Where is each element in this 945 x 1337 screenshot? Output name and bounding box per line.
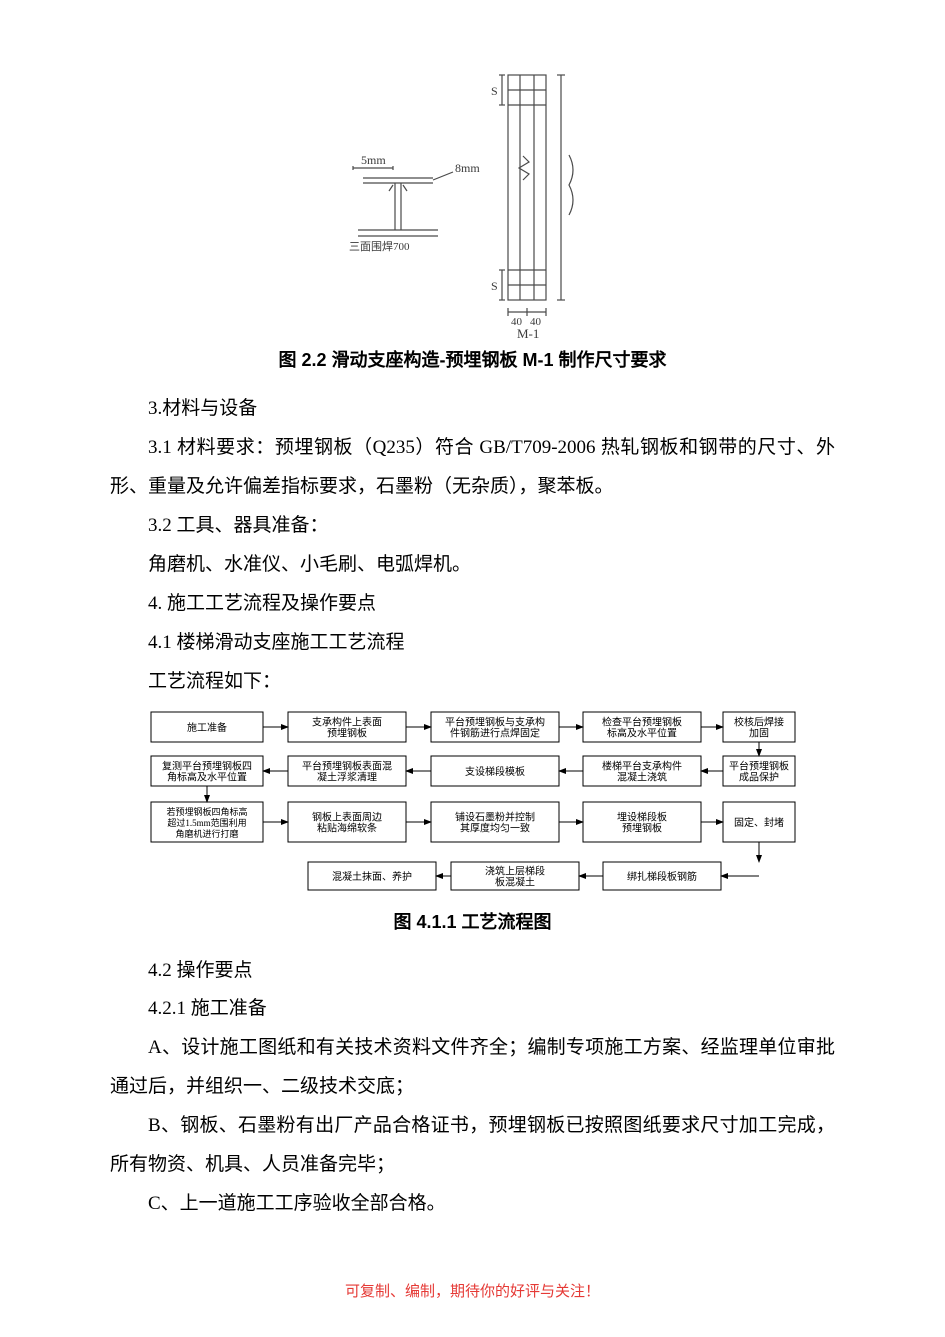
flow-r2-4: 平台预埋钢板成品保护	[723, 756, 795, 786]
svg-text:件钢筋进行点焊固定: 件钢筋进行点焊固定	[450, 726, 540, 739]
svg-text:浇筑上层梯段: 浇筑上层梯段	[485, 864, 545, 877]
section-4-2-1: 4.2.1 施工准备	[110, 990, 835, 1029]
svg-text:预埋钢板: 预埋钢板	[327, 726, 367, 739]
svg-text:检查平台预埋钢板: 检查平台预埋钢板	[602, 715, 682, 728]
right-section	[499, 75, 573, 316]
label-8mm: 8mm	[455, 161, 480, 175]
label-m1: M-1	[517, 326, 539, 340]
section-3-1: 3.1 材料要求：预埋钢板（Q235）符合 GB/T709-2006 热轧钢板和…	[110, 429, 835, 507]
svg-text:预埋钢板: 预埋钢板	[622, 821, 662, 834]
flow-r4-1: 浇筑上层梯段板混凝土	[451, 862, 579, 890]
svg-text:绑扎梯段板钢筋: 绑扎梯段板钢筋	[627, 870, 697, 883]
svg-text:若预埋钢板四角标高: 若预埋钢板四角标高	[166, 806, 247, 817]
flow-r4-0: 混凝土抹面、养护	[308, 862, 436, 890]
svg-text:钢板上表面周边: 钢板上表面周边	[312, 810, 382, 823]
left-section	[353, 166, 453, 236]
section-4: 4. 施工工艺流程及操作要点	[110, 585, 835, 624]
svg-text:楼梯平台支承构件: 楼梯平台支承构件	[602, 759, 682, 772]
flow-r3-0: 若预埋钢板四角标高超过1.5mm范围利用角磨机进行打磨	[151, 802, 263, 842]
label-top-s: S	[491, 84, 498, 98]
section-4-2: 4.2 操作要点	[110, 952, 835, 991]
document-page: 5mm 8mm 三面围焊700 S S 40 40 M-1 图 2.2 滑动支座…	[0, 0, 945, 1337]
svg-text:埋设梯段板: 埋设梯段板	[617, 810, 667, 823]
section-3-2: 3.2 工具、器具准备：	[110, 507, 835, 546]
svg-text:铺设石墨粉并控制: 铺设石墨粉并控制	[455, 810, 535, 823]
svg-text:板混凝土: 板混凝土	[495, 875, 535, 888]
flow-r1-0: 施工准备	[151, 712, 263, 742]
svg-text:标高及水平位置: 标高及水平位置	[607, 726, 677, 739]
flow-r1-1: 支承构件上表面预埋钢板	[288, 712, 406, 742]
page-footer: 可复制、编制，期待你的好评与关注！	[0, 1280, 945, 1301]
para-C: C、上一道施工工序验收全部合格。	[110, 1185, 835, 1224]
figure-2-2-svg: 5mm 8mm 三面围焊700 S S 40 40 M-1	[323, 60, 623, 340]
flow-r2-2: 支设梯段模板	[431, 756, 559, 786]
para-A: A、设计施工图纸和有关技术资料文件齐全；编制专项施工方案、经监理单位审批通过后，…	[110, 1029, 835, 1107]
label-bot-s: S	[491, 279, 498, 293]
flow-r3-4: 固定、封堵	[723, 802, 795, 842]
label-weld: 三面围焊700	[349, 239, 410, 253]
figure-2-2: 5mm 8mm 三面围焊700 S S 40 40 M-1	[110, 60, 835, 340]
svg-text:其厚度均匀一致: 其厚度均匀一致	[460, 821, 530, 834]
svg-text:复测平台预埋钢板四: 复测平台预埋钢板四	[162, 759, 252, 772]
svg-text:平台预埋钢板与支承构: 平台预埋钢板与支承构	[445, 715, 545, 728]
svg-text:平台预埋钢板表面混: 平台预埋钢板表面混	[302, 759, 392, 772]
section-4-1: 4.1 楼梯滑动支座施工工艺流程	[110, 624, 835, 663]
flow-r2-0: 复测平台预埋钢板四角标高及水平位置	[151, 756, 263, 786]
flow-r1-3: 检查平台预埋钢板标高及水平位置	[583, 712, 701, 742]
svg-text:粘贴海绵软条: 粘贴海绵软条	[317, 821, 377, 834]
svg-text:混凝土浇筑: 混凝土浇筑	[617, 770, 667, 783]
flow-r1-4: 校核后焊接加固	[723, 712, 795, 742]
figure-4-1-1-caption: 图 4.1.1 工艺流程图	[110, 908, 835, 934]
svg-text:施工准备: 施工准备	[187, 721, 227, 734]
label-5mm: 5mm	[361, 153, 386, 167]
flow-r3-2: 铺设石墨粉并控制其厚度均匀一致	[431, 802, 559, 842]
figure-2-2-caption: 图 2.2 滑动支座构造-预埋钢板 M-1 制作尺寸要求	[110, 346, 835, 372]
svg-text:超过1.5mm范围利用: 超过1.5mm范围利用	[167, 817, 246, 828]
svg-text:支承构件上表面: 支承构件上表面	[312, 715, 382, 728]
flow-r3-1: 钢板上表面周边粘贴海绵软条	[288, 802, 406, 842]
figure-4-1-1: 施工准备支承构件上表面预埋钢板平台预埋钢板与支承构件钢筋进行点焊固定检查平台预埋…	[110, 704, 835, 904]
section-3: 3.材料与设备	[110, 390, 835, 429]
flow-r3-3: 埋设梯段板预埋钢板	[583, 802, 701, 842]
svg-text:固定、封堵: 固定、封堵	[734, 816, 784, 829]
svg-text:平台预埋钢板: 平台预埋钢板	[729, 759, 789, 772]
svg-text:角标高及水平位置: 角标高及水平位置	[167, 770, 247, 783]
svg-text:混凝土抹面、养护: 混凝土抹面、养护	[332, 870, 412, 883]
flow-r1-2: 平台预埋钢板与支承构件钢筋进行点焊固定	[431, 712, 559, 742]
flowchart-svg: 施工准备支承构件上表面预埋钢板平台预埋钢板与支承构件钢筋进行点焊固定检查平台预埋…	[143, 704, 803, 904]
section-4-1-body: 工艺流程如下：	[110, 663, 835, 702]
svg-text:加固: 加固	[749, 727, 769, 739]
flow-r2-1: 平台预埋钢板表面混凝土浮浆清理	[288, 756, 406, 786]
flow-r2-3: 楼梯平台支承构件混凝土浇筑	[583, 756, 701, 786]
para-B: B、钢板、石墨粉有出厂产品合格证书，预埋钢板已按照图纸要求尺寸加工完成，所有物资…	[110, 1107, 835, 1185]
svg-text:凝土浮浆清理: 凝土浮浆清理	[317, 770, 377, 783]
section-3-2-body: 角磨机、水准仪、小毛刷、电弧焊机。	[110, 546, 835, 585]
svg-text:校核后焊接: 校核后焊接	[734, 715, 784, 728]
svg-text:角磨机进行打磨: 角磨机进行打磨	[175, 828, 238, 839]
flow-r4-2: 绑扎梯段板钢筋	[603, 862, 721, 890]
svg-text:成品保护: 成品保护	[739, 770, 779, 783]
svg-text:支设梯段模板: 支设梯段模板	[465, 765, 525, 778]
